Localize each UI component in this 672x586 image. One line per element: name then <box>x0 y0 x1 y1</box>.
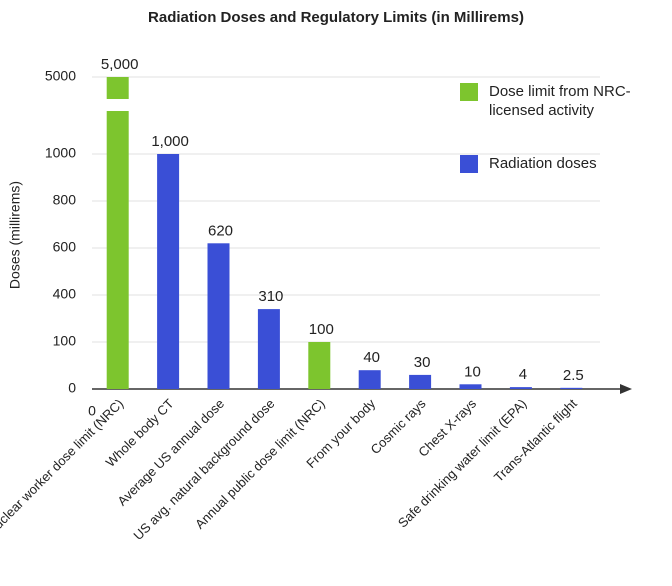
y-tick-label: 100 <box>53 333 77 349</box>
value-label: 100 <box>309 321 334 338</box>
y-tick-label: 800 <box>53 192 77 208</box>
value-label: 5,000 <box>101 56 139 73</box>
bar <box>257 309 280 389</box>
bar <box>157 154 180 389</box>
y-tick-label: 0 <box>68 380 76 396</box>
y-tick-label: 5000 <box>45 68 76 84</box>
x-tick-label: Annual nuclear worker dose limit (NRC) <box>0 396 126 568</box>
value-label: 30 <box>414 354 431 371</box>
value-label: 10 <box>464 363 481 380</box>
legend-label: Radiation doses <box>489 155 597 172</box>
y-axis-title: Doses (millirems) <box>7 181 23 289</box>
bar <box>207 243 230 389</box>
bar <box>509 387 532 389</box>
value-label: 620 <box>208 222 233 239</box>
bar <box>106 77 129 389</box>
value-label: 310 <box>258 288 283 305</box>
bar <box>459 384 482 389</box>
bar <box>409 374 432 389</box>
legend-swatch <box>460 155 478 173</box>
value-label: 40 <box>363 349 380 366</box>
bar <box>308 342 331 389</box>
legend-swatch <box>460 83 478 101</box>
x-axis-arrow <box>620 384 632 394</box>
bar <box>560 387 583 389</box>
x-tick-label: Trans-Atlantic flight <box>491 396 580 485</box>
value-label: 4 <box>519 366 527 383</box>
value-label: 2.5 <box>563 367 584 384</box>
chart-title: Radiation Doses and Regulatory Limits (i… <box>148 9 524 26</box>
x-origin-label: 0 <box>88 403 96 419</box>
value-label: 1,000 <box>151 133 189 150</box>
y-tick-label: 1000 <box>45 145 76 161</box>
axis-break <box>104 99 131 111</box>
legend-label: Dose limit from NRC-licensed activity <box>489 83 631 119</box>
y-tick-label: 600 <box>53 239 77 255</box>
bar <box>358 370 381 389</box>
y-tick-label: 400 <box>53 286 77 302</box>
